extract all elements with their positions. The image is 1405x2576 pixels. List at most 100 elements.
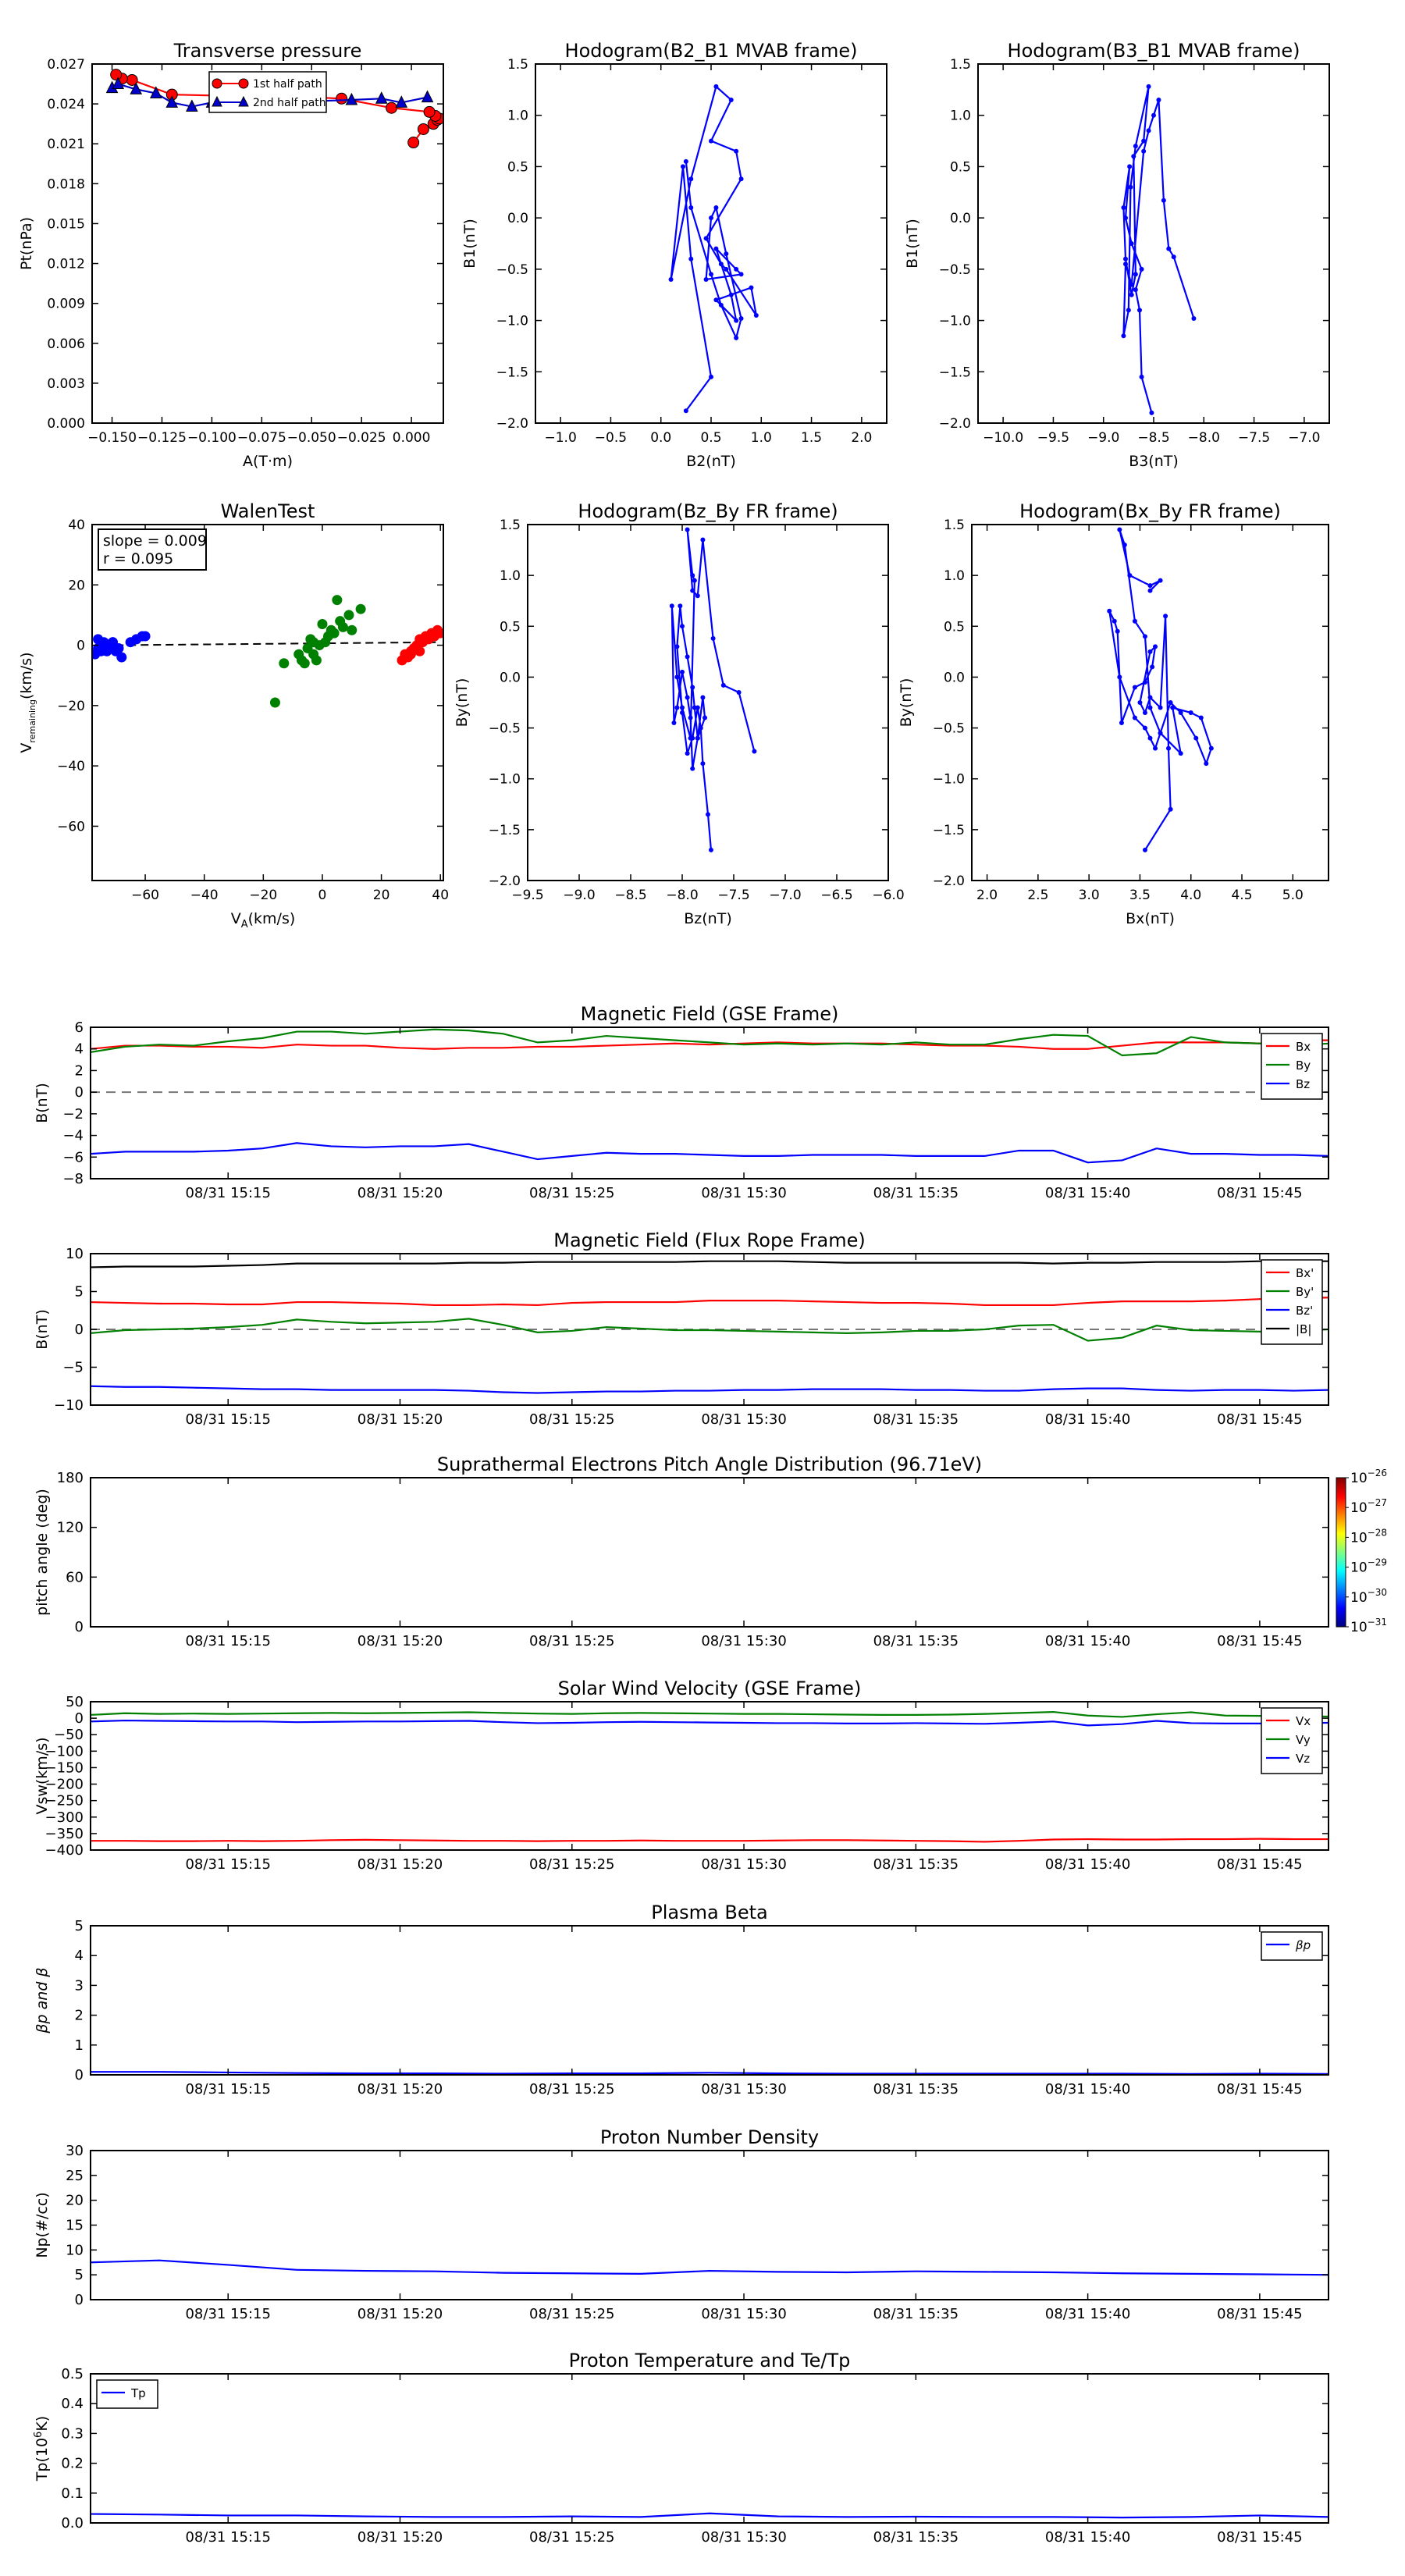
- series-1: [269, 595, 366, 708]
- data-point: [1153, 745, 1158, 751]
- x-tick-label: −8.0: [1188, 430, 1220, 446]
- y-axis-label-sup: 6: [33, 2432, 44, 2438]
- x-tick-label: 1.5: [801, 430, 822, 446]
- y-tick-label: −1.0: [489, 772, 521, 788]
- data-point: [674, 705, 680, 710]
- y-tick-label: 20: [66, 2193, 84, 2209]
- y-tick-label: 0: [76, 639, 85, 654]
- data-point: [1139, 266, 1144, 272]
- x-tick-label: 08/31 15:35: [873, 1856, 959, 1873]
- y-tick-label: −20: [57, 699, 85, 714]
- y-tick-label: −0.5: [489, 721, 521, 737]
- y-tick-label: 1.0: [507, 109, 528, 124]
- data-point: [1129, 292, 1134, 297]
- series-0: [669, 527, 757, 852]
- colorbar-tick-label: 10−31: [1350, 1617, 1387, 1635]
- series-0: [1121, 84, 1197, 415]
- legend-label: 1st half path: [253, 78, 322, 91]
- y-tick-label: 0.5: [500, 619, 521, 635]
- data-point: [700, 695, 706, 700]
- y-tick-label: −8: [62, 1171, 84, 1187]
- x-tick-label: −9.0: [563, 888, 595, 903]
- y-axis-label: Vsw(km/s): [34, 1737, 51, 1814]
- data-point: [734, 318, 739, 323]
- x-tick-label: 08/31 15:40: [1045, 2306, 1130, 2322]
- data-point: [1121, 205, 1126, 210]
- data-point: [681, 164, 685, 169]
- panel-title: Magnetic Field (GSE Frame): [581, 1003, 839, 1025]
- data-point: [678, 603, 683, 609]
- series-0: [668, 84, 759, 414]
- legend-label: Bx: [1296, 1040, 1311, 1054]
- data-point: [1117, 674, 1122, 680]
- data-point: [724, 266, 729, 272]
- x-tick-label: −9.5: [1037, 430, 1069, 446]
- data-point: [329, 628, 340, 639]
- data-point: [1142, 725, 1147, 731]
- panel-title: WalenTest: [221, 500, 315, 522]
- y-axis-label-rest: (km/s): [18, 652, 35, 699]
- x-tick-label: 1.0: [751, 430, 772, 446]
- panel-title: Proton Number Density: [600, 2126, 819, 2148]
- series-line: [1122, 86, 1195, 414]
- series-line: [91, 2071, 1329, 2075]
- data-point: [749, 285, 754, 290]
- data-point: [1127, 573, 1133, 578]
- y-tick-label: −200: [45, 1777, 84, 1793]
- data-point: [1191, 315, 1197, 321]
- x-tick-label: −8.5: [614, 888, 646, 903]
- series-line: [91, 1260, 1329, 1268]
- data-point: [680, 669, 685, 674]
- y-tick-label: 0.012: [47, 257, 85, 272]
- annotation-box: [98, 528, 207, 571]
- x-tick-label: 08/31 15:45: [1217, 2306, 1302, 2322]
- x-tick-label: 08/31 15:30: [701, 2529, 786, 2546]
- data-point: [1123, 215, 1128, 221]
- data-point: [1121, 333, 1126, 339]
- y-tick-label: −4: [62, 1128, 84, 1144]
- panel-mf_gse: Magnetic Field (GSE Frame) 08/31 15:15 08/…: [34, 1003, 1329, 1201]
- panel-sw: Solar Wind Velocity (GSE Frame) 08/31 15:…: [34, 1678, 1329, 1873]
- data-point: [1139, 374, 1144, 379]
- x-tick-label: −40: [190, 888, 219, 903]
- y-tick-label: −1.5: [496, 365, 528, 380]
- x-tick-label: 08/31 15:40: [1045, 2081, 1130, 2097]
- data-point: [695, 735, 700, 741]
- panel-title: Hodogram(B2_B1 MVAB frame): [565, 40, 858, 62]
- x-tick-label: 08/31 15:15: [185, 1856, 270, 1873]
- colorbar-exponent: −27: [1368, 1497, 1387, 1508]
- y-tick-label: 0.0: [944, 670, 965, 685]
- y-tick-label: −50: [54, 1727, 84, 1743]
- legend-marker: [238, 78, 249, 89]
- y-tick-label: 0.024: [47, 97, 85, 112]
- x-tick-label: 08/31 15:25: [529, 1633, 614, 1649]
- y-tick-label: −1.5: [489, 823, 521, 838]
- plot-frame: [90, 1701, 1329, 1851]
- y-axis-label: Np(#/cc): [34, 2192, 51, 2258]
- legend-label: Vy: [1296, 1733, 1311, 1747]
- data-point: [1119, 720, 1124, 726]
- data-point: [1178, 751, 1183, 756]
- y-tick-label: 180: [57, 1470, 84, 1486]
- x-tick-label: −6.5: [820, 888, 852, 903]
- series-line: [670, 84, 757, 411]
- x-tick-label: −7.0: [769, 888, 801, 903]
- data-point: [668, 277, 674, 282]
- data-point: [734, 266, 739, 272]
- y-tick-label: 1: [75, 2037, 84, 2054]
- y-tick-label: −250: [45, 1793, 84, 1809]
- x-tick-label: 0: [318, 888, 327, 903]
- data-point: [1132, 715, 1137, 720]
- y-tick-label: 20: [68, 578, 85, 593]
- y-tick-label: 0.009: [47, 297, 85, 312]
- series-Bz: [91, 1142, 1329, 1164]
- data-point: [1158, 705, 1163, 710]
- data-point: [1166, 745, 1172, 751]
- x-tick-label: 08/31 15:40: [1045, 2529, 1130, 2546]
- x-tick-label: 08/31 15:25: [529, 1185, 614, 1201]
- data-point: [1112, 618, 1117, 624]
- data-point: [1168, 700, 1173, 705]
- x-tick-label: −9.0: [1087, 430, 1119, 446]
- data-point: [734, 335, 739, 340]
- y-axis-label: By(nT): [454, 678, 471, 728]
